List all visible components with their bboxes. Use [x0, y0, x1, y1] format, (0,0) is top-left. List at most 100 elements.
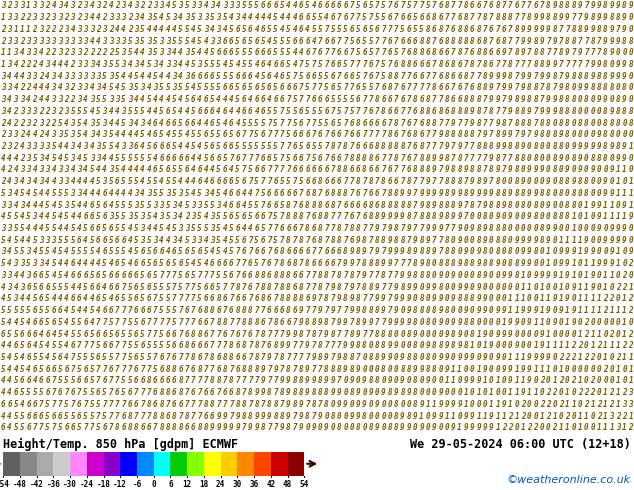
Text: 8: 8	[356, 423, 361, 432]
Text: 4: 4	[77, 224, 82, 233]
Text: 6: 6	[318, 1, 323, 10]
Text: 7: 7	[299, 353, 304, 362]
Text: 4: 4	[140, 142, 145, 151]
Text: 9: 9	[590, 166, 595, 174]
Text: 6: 6	[191, 388, 196, 397]
Text: 7: 7	[254, 189, 259, 198]
Text: 9: 9	[368, 388, 373, 397]
Text: 8: 8	[476, 95, 481, 104]
Text: 6: 6	[134, 142, 139, 151]
Text: 9: 9	[597, 224, 602, 233]
Text: 4: 4	[146, 166, 152, 174]
Text: 1: 1	[559, 365, 564, 374]
Text: 6: 6	[223, 388, 228, 397]
Text: 5: 5	[89, 400, 94, 409]
Text: 4: 4	[146, 119, 152, 127]
Text: 1: 1	[463, 400, 469, 409]
Text: 3: 3	[204, 13, 209, 22]
Text: 0: 0	[584, 341, 589, 350]
Text: 8: 8	[292, 212, 297, 221]
Text: 7: 7	[362, 189, 367, 198]
Text: 7: 7	[419, 1, 424, 10]
Text: 3: 3	[58, 13, 63, 22]
Text: 7: 7	[381, 189, 386, 198]
Text: 9: 9	[375, 224, 380, 233]
Text: 7: 7	[267, 177, 272, 186]
Text: 5: 5	[280, 37, 285, 46]
Text: 9: 9	[495, 72, 500, 81]
Text: 7: 7	[280, 330, 285, 339]
Text: 8: 8	[552, 212, 557, 221]
Text: 9: 9	[501, 83, 507, 93]
Text: 7: 7	[223, 341, 228, 350]
Text: 7: 7	[533, 72, 538, 81]
Text: 2: 2	[501, 423, 507, 432]
Text: 3: 3	[121, 48, 126, 57]
Text: 8: 8	[597, 25, 602, 34]
Text: 3: 3	[108, 166, 113, 174]
Text: 3: 3	[39, 154, 44, 163]
Text: 8: 8	[514, 271, 519, 280]
Text: 0: 0	[590, 177, 595, 186]
Text: 5: 5	[89, 388, 94, 397]
Text: 7: 7	[191, 400, 196, 409]
Text: 3: 3	[64, 200, 69, 210]
Text: 0: 0	[622, 119, 627, 127]
Text: 4: 4	[58, 83, 63, 93]
Text: 5: 5	[191, 130, 196, 139]
Text: 6: 6	[146, 306, 152, 315]
Text: 6: 6	[394, 130, 399, 139]
Text: 5: 5	[77, 423, 82, 432]
Text: 5: 5	[153, 189, 158, 198]
Text: 6: 6	[235, 72, 240, 81]
Text: 9: 9	[514, 236, 519, 245]
Text: 5: 5	[153, 177, 158, 186]
Text: 6: 6	[254, 48, 259, 57]
Text: 8: 8	[622, 107, 627, 116]
Text: 5: 5	[318, 119, 323, 127]
Text: 7: 7	[349, 60, 354, 69]
Text: 6: 6	[45, 365, 50, 374]
Text: 5: 5	[159, 224, 164, 233]
Text: 4: 4	[77, 177, 82, 186]
Text: 7: 7	[102, 318, 107, 327]
Text: 1: 1	[20, 25, 25, 34]
Text: 8: 8	[356, 294, 361, 303]
Text: 3: 3	[146, 37, 152, 46]
Text: 5: 5	[172, 37, 177, 46]
Text: 8: 8	[470, 37, 475, 46]
Text: 5: 5	[178, 37, 183, 46]
Text: 7: 7	[273, 353, 278, 362]
Text: 2: 2	[184, 212, 190, 221]
Text: 5: 5	[64, 130, 69, 139]
Text: 6: 6	[330, 72, 335, 81]
Text: 9: 9	[305, 376, 310, 386]
Text: 5: 5	[45, 271, 50, 280]
Text: 9: 9	[533, 189, 538, 198]
Text: 2: 2	[1, 37, 6, 46]
Text: 6: 6	[39, 271, 44, 280]
Text: 6: 6	[394, 1, 399, 10]
Text: 4: 4	[83, 200, 88, 210]
Text: 2: 2	[571, 353, 576, 362]
Text: 3: 3	[77, 72, 82, 81]
Text: 7: 7	[349, 177, 354, 186]
Text: 6: 6	[324, 177, 329, 186]
Text: 9: 9	[508, 212, 513, 221]
Text: 7: 7	[286, 119, 291, 127]
Text: 5: 5	[26, 212, 31, 221]
Text: 8: 8	[451, 247, 456, 256]
Text: 5: 5	[197, 212, 202, 221]
Text: 6: 6	[413, 72, 418, 81]
Text: 0: 0	[540, 388, 545, 397]
Text: 6: 6	[26, 283, 31, 292]
Text: 9: 9	[565, 247, 570, 256]
Text: 6: 6	[210, 72, 215, 81]
Text: 9: 9	[292, 330, 297, 339]
Text: 5: 5	[419, 25, 424, 34]
Text: 4: 4	[13, 60, 18, 69]
Text: 0: 0	[489, 212, 494, 221]
Text: 0: 0	[590, 212, 595, 221]
Text: 0: 0	[628, 95, 633, 104]
Text: 4: 4	[77, 306, 82, 315]
